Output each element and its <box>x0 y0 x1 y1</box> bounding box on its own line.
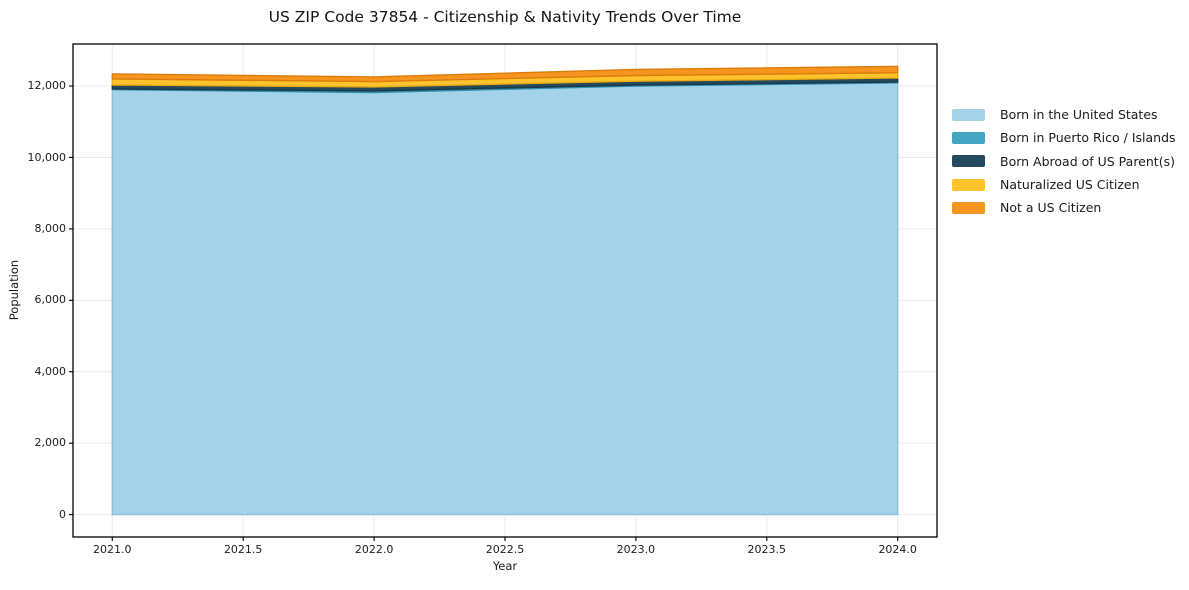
y-tick-label: 0 <box>59 507 66 521</box>
x-tick-label: 2021.0 <box>93 543 132 556</box>
legend-item-naturalized-us-citizen: Naturalized US Citizen <box>952 173 1176 196</box>
area-not-a-us-citizen <box>111 65 899 83</box>
y-tick-label: 8,000 <box>34 221 67 235</box>
legend-item-not-a-us-citizen: Not a US Citizen <box>952 196 1176 219</box>
legend: Born in the United States Born in Puerto … <box>952 103 1176 219</box>
x-tick-label: 2022.0 <box>354 543 394 556</box>
chart-title: US ZIP Code 37854 - Citizenship & Nativi… <box>268 8 742 26</box>
x-tick-label: 2021.5 <box>223 543 263 556</box>
area-born-in-the-united-states <box>111 82 899 516</box>
y-tick-label: 2,000 <box>34 436 67 450</box>
x-tick-label: 2022.5 <box>485 543 525 556</box>
legend-label: Not a US Citizen <box>1000 200 1102 216</box>
legend-swatch-icon <box>952 155 985 168</box>
legend-item-born-abroad-of-us-parent-s: Born Abroad of US Parent(s) <box>952 150 1176 173</box>
legend-label: Born in Puerto Rico / Islands <box>1000 130 1176 146</box>
y-tick-label: 10,000 <box>27 150 67 164</box>
y-tick-label: 4,000 <box>34 364 67 378</box>
legend-label: Naturalized US Citizen <box>1000 177 1140 193</box>
legend-item-born-in-the-united-states: Born in the United States <box>952 103 1176 126</box>
legend-swatch-icon <box>952 108 985 121</box>
x-tick-label: 2023.0 <box>616 543 656 556</box>
y-axis-label: Population <box>7 259 21 321</box>
legend-label: Born in the United States <box>1000 107 1158 123</box>
legend-swatch-icon <box>952 178 985 191</box>
legend-swatch-icon <box>952 131 985 144</box>
x-tick-label: 2024.0 <box>878 543 917 556</box>
y-tick-label: 6,000 <box>34 293 67 307</box>
legend-swatch-icon <box>952 201 985 214</box>
legend-item-born-in-puerto-rico-islands: Born in Puerto Rico / Islands <box>952 126 1176 149</box>
legend-label: Born Abroad of US Parent(s) <box>1000 153 1175 169</box>
x-axis-label: Year <box>492 559 518 573</box>
x-tick-label: 2023.5 <box>747 543 787 556</box>
y-tick-label: 12,000 <box>27 79 67 93</box>
